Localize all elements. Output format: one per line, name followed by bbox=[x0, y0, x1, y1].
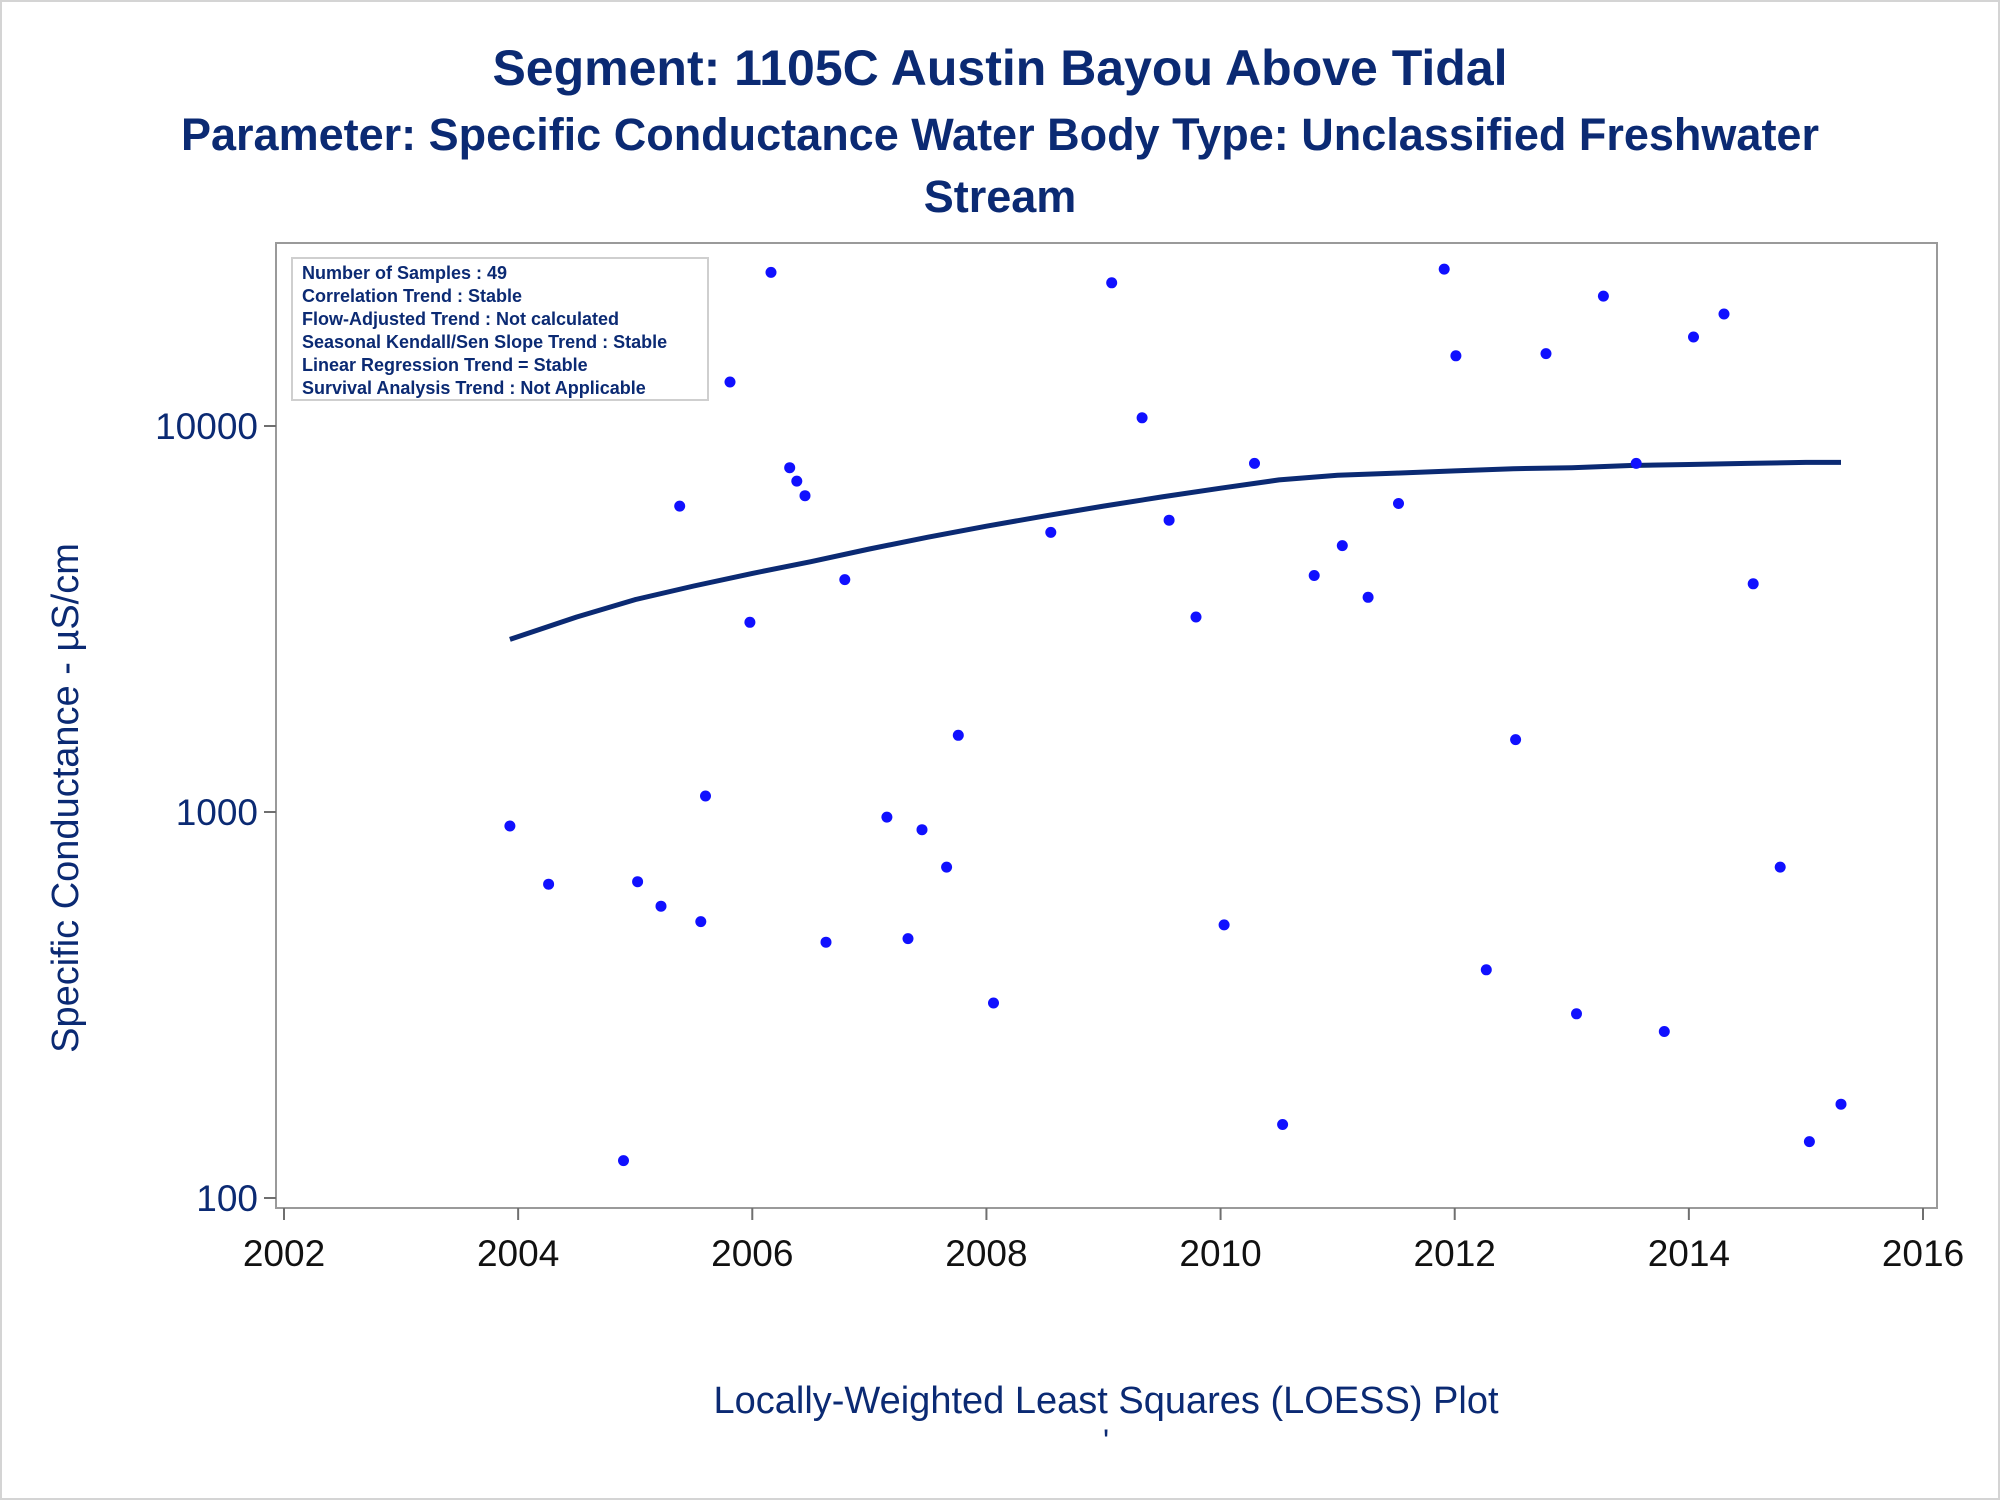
x-axis-title: Locally-Weighted Least Squares (LOESS) P… bbox=[713, 1380, 1498, 1422]
x-tick-label: 2006 bbox=[711, 1233, 793, 1274]
data-point bbox=[916, 824, 928, 836]
data-point bbox=[1803, 1136, 1815, 1148]
y-tick-label: 10000 bbox=[155, 406, 258, 447]
data-point bbox=[1571, 1008, 1582, 1020]
data-point bbox=[695, 916, 707, 928]
data-point bbox=[988, 997, 999, 1009]
data-point bbox=[618, 1155, 629, 1167]
data-point bbox=[1658, 1026, 1670, 1037]
data-point bbox=[1835, 1098, 1847, 1110]
x-tick-label: 2012 bbox=[1414, 1233, 1496, 1274]
info-box: Number of Samples : 49 Correlation Trend … bbox=[291, 257, 709, 401]
data-point bbox=[791, 475, 803, 487]
chart-title: Segment: 1105C Austin Bayou Above Tidal bbox=[492, 40, 1508, 96]
data-point bbox=[1438, 263, 1450, 275]
data-point bbox=[765, 266, 777, 278]
data-point bbox=[799, 490, 811, 502]
data-point bbox=[744, 616, 756, 628]
data-point bbox=[1249, 457, 1260, 469]
data-point bbox=[1136, 412, 1148, 424]
data-point bbox=[1688, 331, 1699, 343]
data-point bbox=[1106, 277, 1118, 289]
plot-area bbox=[275, 242, 1938, 1209]
data-point bbox=[1510, 734, 1522, 746]
data-point bbox=[674, 500, 686, 512]
x-tick-label: 2010 bbox=[1179, 1233, 1261, 1274]
y-tick-label: 100 bbox=[196, 1178, 258, 1219]
data-point bbox=[1218, 919, 1230, 931]
x-tick-label: 2004 bbox=[477, 1233, 559, 1274]
info-line: Correlation Trend : Stable bbox=[302, 286, 522, 306]
y-tick-label: 1000 bbox=[176, 792, 258, 833]
data-point bbox=[1480, 964, 1492, 976]
data-point bbox=[1774, 861, 1786, 873]
info-line: Flow-Adjusted Trend : Not calculated bbox=[302, 309, 619, 329]
data-point bbox=[1540, 348, 1552, 360]
info-box-border bbox=[291, 257, 709, 401]
data-point bbox=[941, 861, 953, 873]
data-point bbox=[1277, 1119, 1289, 1130]
data-point bbox=[700, 790, 711, 802]
data-point bbox=[1718, 308, 1730, 320]
data-point bbox=[902, 933, 914, 945]
footnote-mark: ' bbox=[1103, 1423, 1109, 1459]
info-line: Seasonal Kendall/Sen Slope Trend : Stabl… bbox=[302, 332, 667, 352]
data-point bbox=[1747, 578, 1759, 590]
data-point bbox=[881, 811, 893, 823]
info-line: Linear Regression Trend = Stable bbox=[302, 355, 588, 375]
info-line: Number of Samples : 49 bbox=[302, 263, 507, 283]
x-tick-label: 2002 bbox=[243, 1233, 325, 1274]
data-point bbox=[504, 820, 516, 832]
data-point bbox=[1045, 526, 1057, 538]
x-tick-label: 2016 bbox=[1882, 1233, 1964, 1274]
x-tick-label: 2014 bbox=[1648, 1233, 1730, 1274]
data-point bbox=[839, 574, 851, 586]
data-point bbox=[820, 936, 832, 948]
chart-subtitle: Parameter: Specific Conductance Water Bo… bbox=[181, 109, 1819, 222]
data-point bbox=[1630, 457, 1642, 469]
x-tick-label: 2008 bbox=[945, 1233, 1027, 1274]
data-point bbox=[632, 876, 644, 888]
data-point bbox=[1190, 611, 1202, 623]
data-point bbox=[1393, 498, 1404, 509]
data-point bbox=[655, 900, 667, 912]
data-point bbox=[1450, 350, 1462, 362]
data-point bbox=[1362, 591, 1374, 603]
data-point bbox=[952, 729, 964, 741]
data-point bbox=[1336, 540, 1348, 552]
info-line: Survival Analysis Trend : Not Applicable bbox=[302, 378, 646, 398]
data-point bbox=[1308, 570, 1320, 581]
data-point bbox=[1163, 514, 1175, 526]
data-point bbox=[784, 462, 796, 474]
data-point bbox=[724, 376, 736, 388]
data-point bbox=[1597, 290, 1609, 302]
y-axis-title: Specific Conductance - µS/cm bbox=[45, 543, 87, 1053]
data-point bbox=[543, 878, 555, 890]
